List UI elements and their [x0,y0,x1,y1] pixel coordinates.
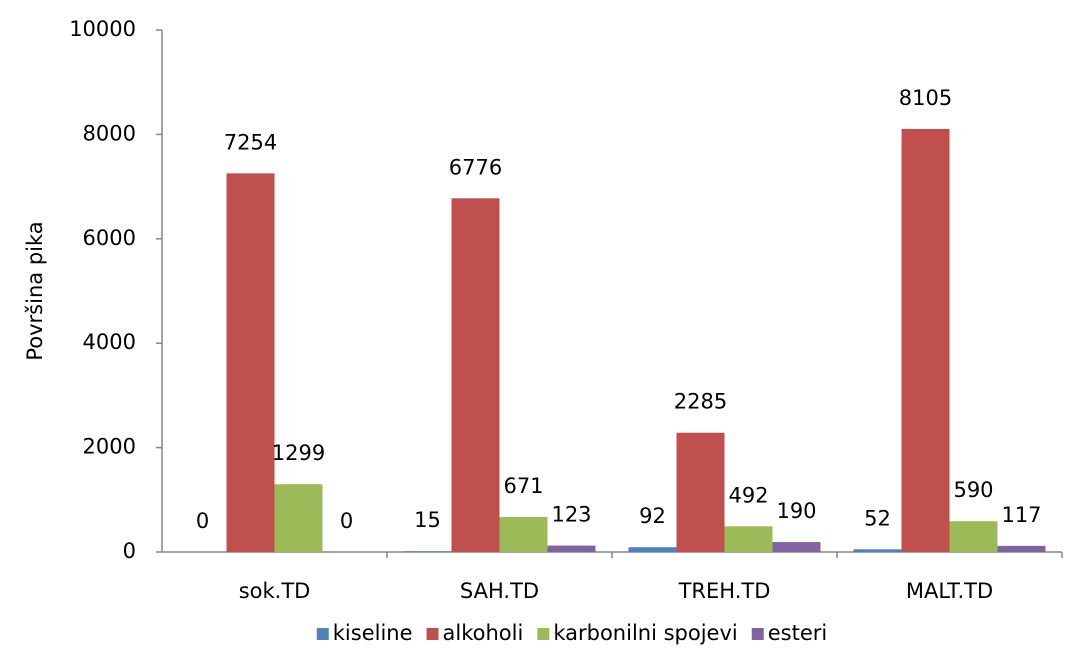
value-label: 8105 [899,86,952,110]
value-label: 7254 [224,130,277,154]
value-label: 92 [639,504,666,528]
value-label: 6776 [449,155,502,179]
x-tick-label: MALT.TD [906,579,993,603]
bar [499,516,548,552]
y-tick-label: 0 [123,539,136,563]
legend-swatch [751,628,764,640]
value-label: 671 [503,474,543,498]
y-tick-label: 6000 [83,226,136,250]
x-tick-label: TREH.TD [678,579,771,603]
bar [403,551,452,552]
bar [853,549,902,552]
y-tick-label: 4000 [83,330,136,354]
bar [451,198,500,553]
value-label: 492 [728,483,768,507]
bar [901,128,950,552]
legend-label: alkoholi [443,621,524,645]
y-axis-label: Površina pika [23,221,47,360]
value-label: 52 [864,506,891,530]
bar [676,432,725,552]
legend-label: karbonilni spojevi [553,621,737,645]
bar [226,173,275,553]
bar [547,545,596,552]
y-tick-label: 8000 [83,121,136,145]
y-tick-label: 2000 [83,435,136,459]
value-label: 190 [776,499,816,523]
value-label: 0 [340,509,353,533]
value-label: 0 [196,509,209,533]
bar [772,542,821,552]
bar [997,545,1046,552]
bar [274,484,323,552]
value-label: 117 [1001,503,1041,527]
legend-label: esteri [768,621,827,645]
value-label: 15 [414,508,441,532]
value-label: 590 [953,478,993,502]
legend-swatch [426,628,439,640]
value-label: 1299 [272,441,325,465]
y-tick-label: 10000 [69,17,136,41]
legend-swatch [316,628,329,640]
x-tick-label: sok.TD [239,579,311,603]
x-tick-label: SAH.TD [460,579,539,603]
value-label: 2285 [674,390,727,414]
bar [724,526,773,552]
bar [628,547,677,552]
legend-label: kiseline [333,621,413,645]
bar [949,521,998,552]
value-label: 123 [551,503,591,527]
legend-swatch [537,628,550,640]
